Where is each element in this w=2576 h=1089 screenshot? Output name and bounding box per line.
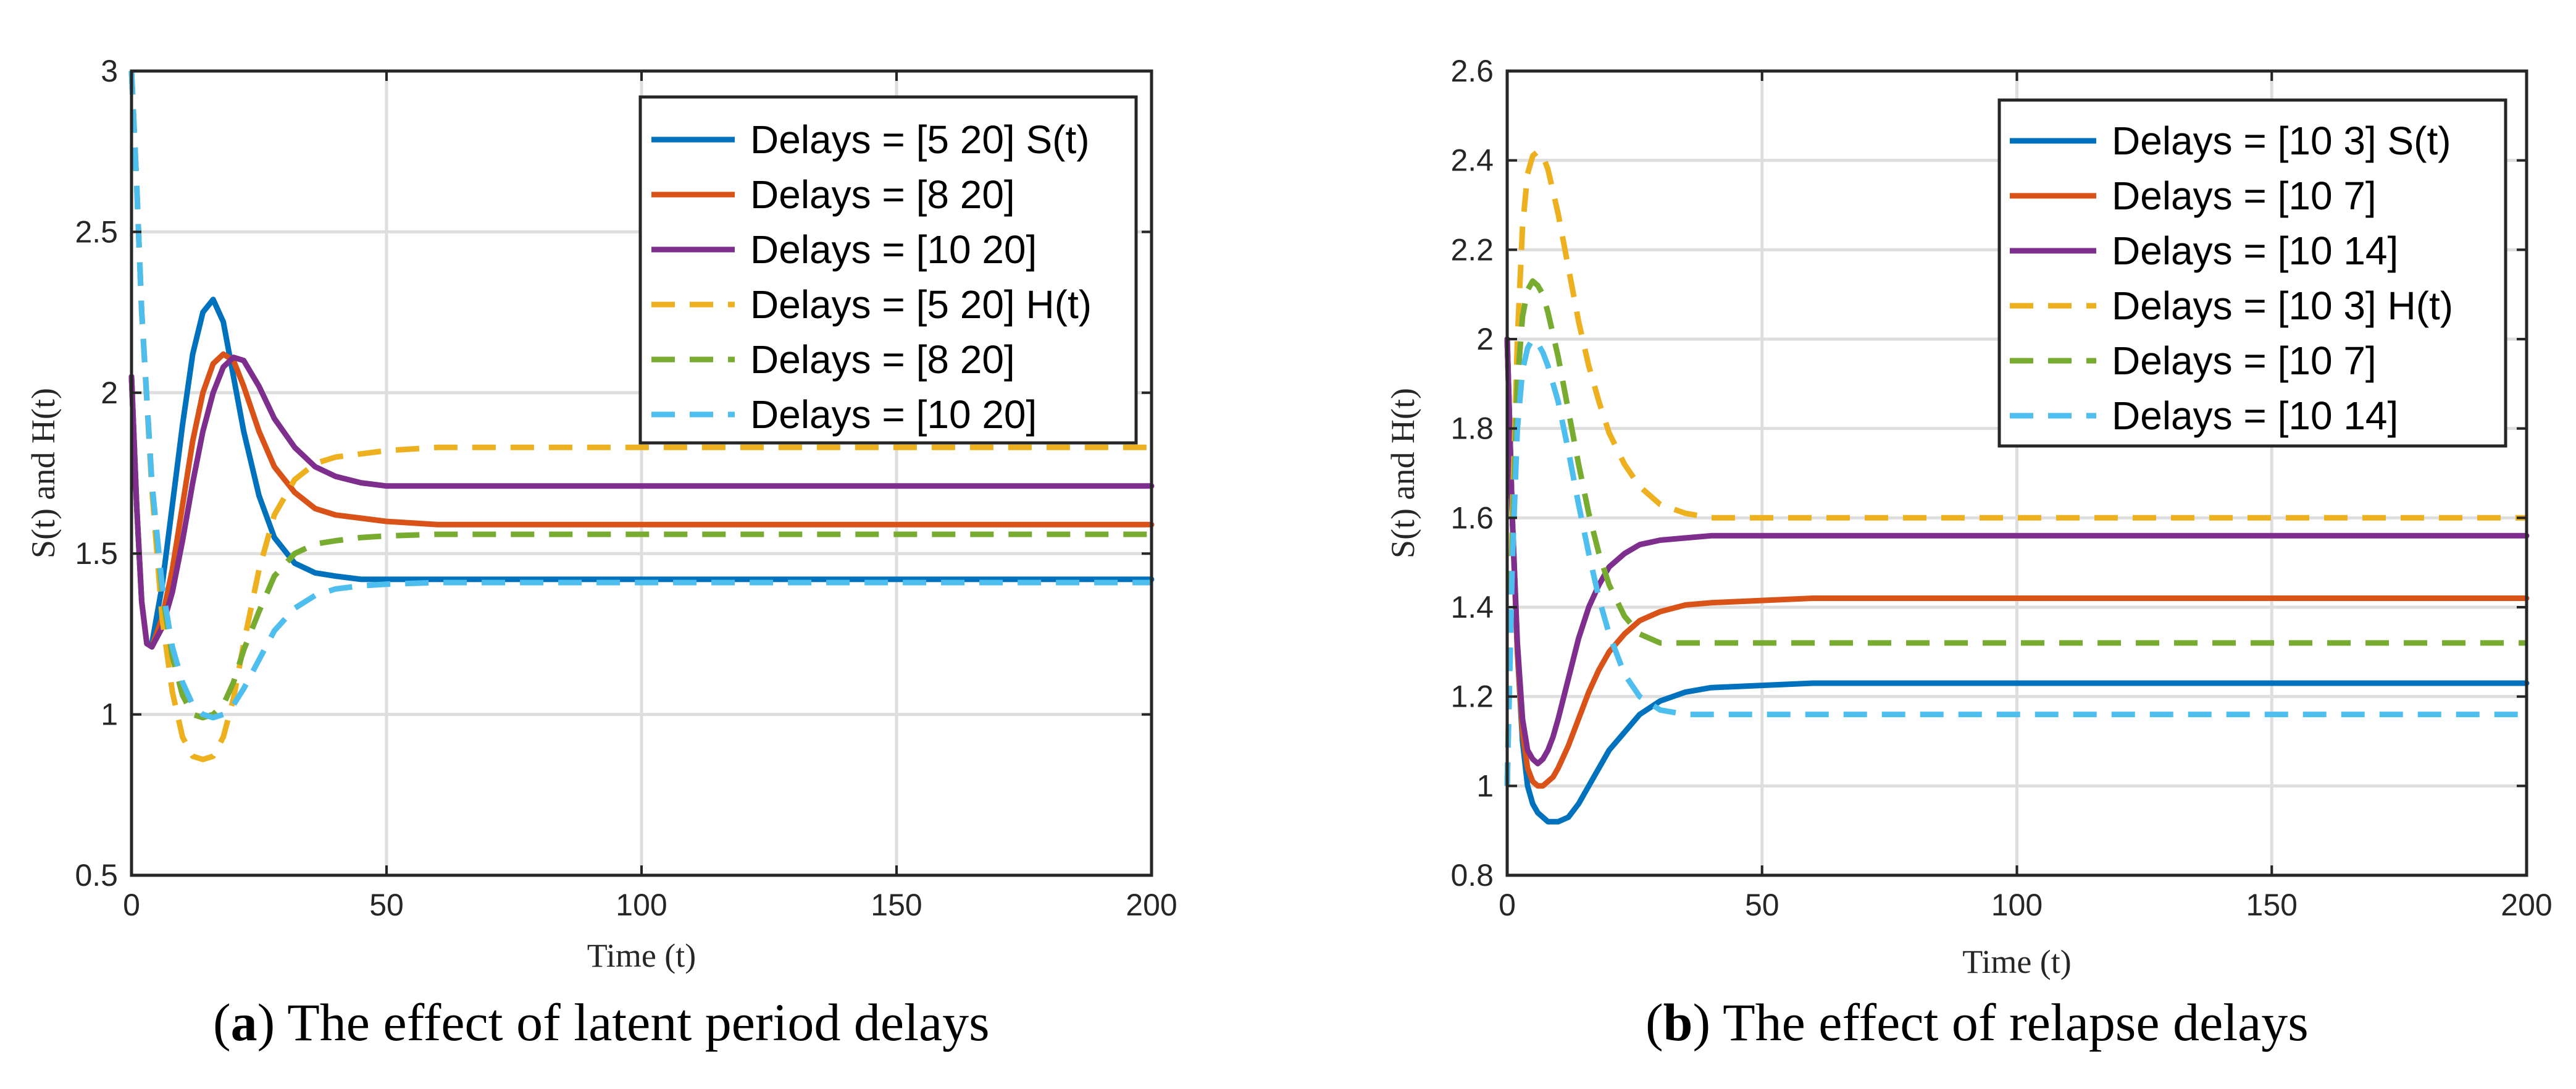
series-line-3 [128,355,1155,650]
x-tick-label: 50 [1745,888,1779,922]
x-tick-label: 150 [2246,888,2298,922]
series-line-3 [1504,336,2530,767]
legend-label-4: Delays = [5 20] H(t) [750,282,1092,327]
y-tick-label: 2.5 [75,214,118,249]
legend-label-5: Delays = [10 7] [2112,338,2377,383]
y-tick-label: 1.2 [1450,679,1494,714]
legend-label-6: Delays = [10 20] [750,392,1037,437]
series-line-4 [1504,148,2527,786]
legend-label-1: Delays = [10 3] S(t) [2112,119,2451,163]
legend-label-6: Delays = [10 14] [2112,393,2398,438]
series-line-2 [1504,336,2530,789]
y-tick-label: 2.2 [1450,232,1494,267]
caption-a: (a) The effect of latent period delays [213,993,990,1052]
series-line-5 [1504,278,2527,786]
legend-box [638,95,1138,445]
panel-b-chart: 0 50 100 150 200 0.8 1 1.2 1.4 1.6 1.8 2 2.2 2.4 2.6 Ti… [1384,54,2553,980]
y-tick-label: 3 [101,54,118,88]
panel-a-chart: 0 50 100 150 200 0.5 1 1.5 2 2.5 3 Time (t) S(t) and… [25,54,1177,974]
caption-b-letter: b [1663,993,1693,1052]
legend-label-3: Delays = [10 14] [2112,229,2398,273]
x-tick-label: 0 [1499,888,1516,922]
caption-b-text: The effect of relapse delays [1723,993,2309,1052]
y-tick-label: 2.4 [1450,143,1494,178]
y-tick-label: 2.6 [1450,54,1494,88]
series-line-6 [128,70,1152,721]
y-tick-label: 1.4 [1450,590,1494,624]
y-tick-label: 1.5 [75,536,118,571]
legend-label-2: Delays = [8 20] [750,172,1015,217]
y-tick-label: 1.8 [1450,411,1494,446]
y-tick-label: 1.6 [1450,500,1494,535]
caption-a-text: The effect of latent period delays [287,993,990,1052]
x-tick-label: 0 [123,888,140,922]
y-axis-label: S(t) and H(t) [25,388,62,558]
x-tick-label: 200 [2501,888,2552,922]
legend-label-1: Delays = [5 20] S(t) [750,117,1090,162]
y-tick-label: 1 [1476,768,1494,803]
series-line-1 [1504,336,2530,825]
caption-b: (b) The effect of relapse delays [1646,993,2309,1052]
x-tick-label: 100 [616,888,667,922]
legend-label-4: Delays = [10 3] H(t) [2112,284,2453,328]
series-line-6 [1504,336,2527,786]
y-tick-label: 1 [101,697,118,732]
caption-a-letter: a [230,993,257,1052]
series-line-5 [128,70,1152,721]
x-axis-label: Time (t) [1962,943,2072,980]
x-tick-label: 100 [1991,888,2043,922]
x-tick-label: 150 [871,888,922,922]
x-axis-label: Time (t) [587,937,696,974]
x-tick-label: 50 [369,888,404,922]
legend-label-3: Delays = [10 20] [750,227,1037,272]
legend-box [1997,98,2507,448]
y-tick-label: 0.8 [1450,858,1494,893]
series-line-4 [128,70,1152,762]
legend-label-2: Delays = [10 7] [2112,174,2377,218]
y-tick-label: 2 [101,376,118,410]
x-tick-label: 200 [1126,888,1177,922]
y-tick-label: 0.5 [75,858,118,893]
y-axis-label: S(t) and H(t) [1384,388,1421,558]
y-tick-label: 2 [1476,322,1494,356]
legend-label-5: Delays = [8 20] [750,337,1015,382]
